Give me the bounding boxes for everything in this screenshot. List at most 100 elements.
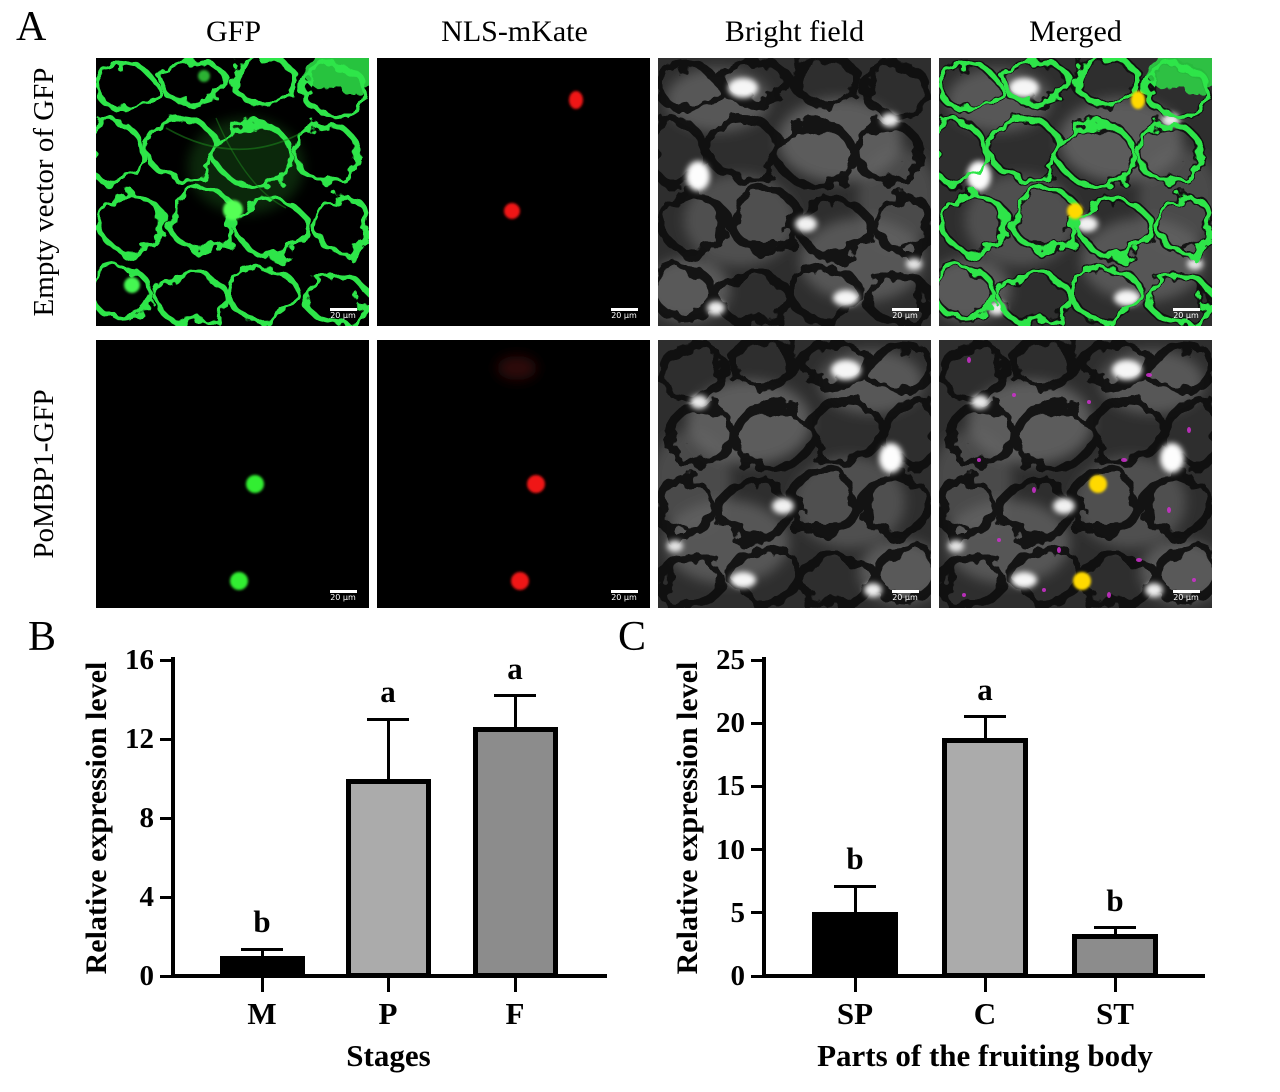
error-cap-P: [367, 717, 409, 721]
bar-SP: [812, 911, 898, 978]
micrograph-r2-brightfield: 20 μm: [658, 340, 931, 608]
y-tick-label-20: 20: [716, 707, 745, 740]
gfp-cells-image: [96, 58, 369, 326]
micrograph-r1-merged: 20 μm: [939, 58, 1212, 326]
y-tick-label-25: 25: [716, 644, 745, 676]
y-tick-16: [160, 658, 173, 662]
error-line-C: [983, 716, 987, 738]
x-tick-label-SP: SP: [836, 996, 874, 1031]
y-tick-20: [751, 721, 764, 725]
x-tick-label-M: M: [247, 996, 277, 1031]
y-tick-label-5: 5: [730, 896, 746, 929]
error-line-M: [260, 949, 264, 957]
scale-bar: 20 μm: [1168, 308, 1204, 321]
column-header-nls-mkate: NLS-mKate: [441, 15, 588, 48]
y-tick-5: [751, 911, 764, 915]
y-axis-B: [171, 657, 175, 978]
x-tick-label-P: P: [378, 996, 398, 1031]
scale-bar-line: [329, 590, 357, 593]
brightfield-image: [658, 58, 931, 326]
y-tick-15: [751, 784, 764, 788]
sig-letter-ST: b: [1106, 882, 1124, 918]
y-tick-4: [160, 895, 173, 899]
x-axis-title-C: Parts of the fruiting body: [817, 1038, 1153, 1073]
y-tick-25: [751, 658, 764, 662]
error-line-ST: [1113, 927, 1117, 935]
row-label-pombp1-gfp: PoMBP1-GFP: [27, 389, 60, 559]
sig-letter-SP: b: [846, 841, 864, 877]
x-tick-label-C: C: [973, 996, 997, 1031]
panel-c-letter: C: [618, 614, 647, 660]
y-tick-label-12: 12: [125, 723, 154, 755]
bar-ST: [1072, 934, 1158, 978]
scale-bar-line: [891, 590, 919, 593]
micrograph-r1-gfp: 20 μm: [96, 58, 369, 326]
scale-bar-line: [1172, 590, 1200, 593]
y-tick-12: [160, 737, 173, 741]
scale-bar-line: [329, 308, 357, 311]
scale-bar-line: [891, 308, 919, 311]
scale-bar-label: 20 μm: [330, 311, 356, 320]
y-tick-0: [751, 974, 764, 978]
x-axis-B: [171, 974, 607, 978]
y-tick-8: [160, 816, 173, 820]
scale-bar-label: 20 μm: [1173, 593, 1199, 602]
scale-bar: 20 μm: [887, 590, 923, 603]
sig-letter-M: b: [253, 904, 271, 940]
column-header-gfp: GFP: [205, 15, 262, 48]
y-tick-label-10: 10: [716, 833, 745, 866]
x-tick-SP: [853, 978, 857, 992]
error-cap-M: [241, 947, 283, 951]
sig-letter-F: a: [507, 650, 523, 686]
micrograph-r1-brightfield: 20 μm: [658, 58, 931, 326]
panel-a-letter: A: [16, 4, 47, 50]
x-tick-M: [260, 978, 264, 992]
scale-bar: 20 μm: [606, 308, 642, 321]
x-tick-label-ST: ST: [1096, 996, 1134, 1031]
scale-bar-label: 20 μm: [1173, 311, 1199, 320]
bar-F: [472, 727, 558, 978]
x-axis-title-B: Stages: [346, 1038, 431, 1073]
micrograph-r1-nls-mkate: 20 μm: [377, 58, 650, 326]
micrograph-r2-merged: 20 μm: [939, 340, 1212, 608]
scale-bar-label: 20 μm: [892, 593, 918, 602]
sig-letter-P: a: [380, 674, 396, 710]
x-tick-P: [386, 978, 390, 992]
scale-bar-label: 20 μm: [611, 593, 637, 602]
scale-bar: 20 μm: [1168, 590, 1204, 603]
column-header-brightfield: Bright field: [724, 15, 865, 48]
scale-bar-line: [610, 590, 638, 593]
error-cap-F: [494, 694, 536, 698]
y-tick-label-16: 16: [125, 644, 154, 676]
error-line-F: [513, 695, 517, 728]
x-axis-C: [762, 974, 1205, 978]
bar-C: [942, 737, 1028, 978]
x-tick-ST: [1113, 978, 1117, 992]
error-cap-SP: [834, 884, 876, 888]
scale-bar-label: 20 μm: [330, 593, 356, 602]
y-axis-C: [762, 657, 766, 978]
x-tick-F: [513, 978, 517, 992]
error-line-P: [386, 719, 390, 779]
scale-bar: 20 μm: [325, 308, 361, 321]
panel-b-letter: B: [28, 614, 57, 660]
scale-bar-line: [1172, 308, 1200, 311]
y-axis-title-B: Relative expression level: [80, 661, 113, 975]
row-label-empty-vector: Empty vector of GFP: [27, 67, 60, 317]
error-line-SP: [853, 886, 857, 912]
gfp-nuclei-image: [96, 340, 369, 608]
bar-P: [345, 778, 431, 978]
y-tick-label-0: 0: [730, 960, 746, 992]
micrograph-r2-gfp: 20 μm: [96, 340, 369, 608]
x-tick-C: [983, 978, 987, 992]
x-tick-label-F: F: [505, 996, 525, 1031]
y-tick-10: [751, 848, 764, 852]
scale-bar: 20 μm: [887, 308, 923, 321]
merged-image-2: [939, 340, 1212, 608]
scale-bar: 20 μm: [606, 590, 642, 603]
y-tick-label-0: 0: [139, 960, 155, 992]
nls-mkate-nuclei-image: [377, 340, 650, 608]
y-axis-title-C: Relative expression level: [671, 661, 704, 975]
scale-bar: 20 μm: [325, 590, 361, 603]
scale-bar-label: 20 μm: [611, 311, 637, 320]
